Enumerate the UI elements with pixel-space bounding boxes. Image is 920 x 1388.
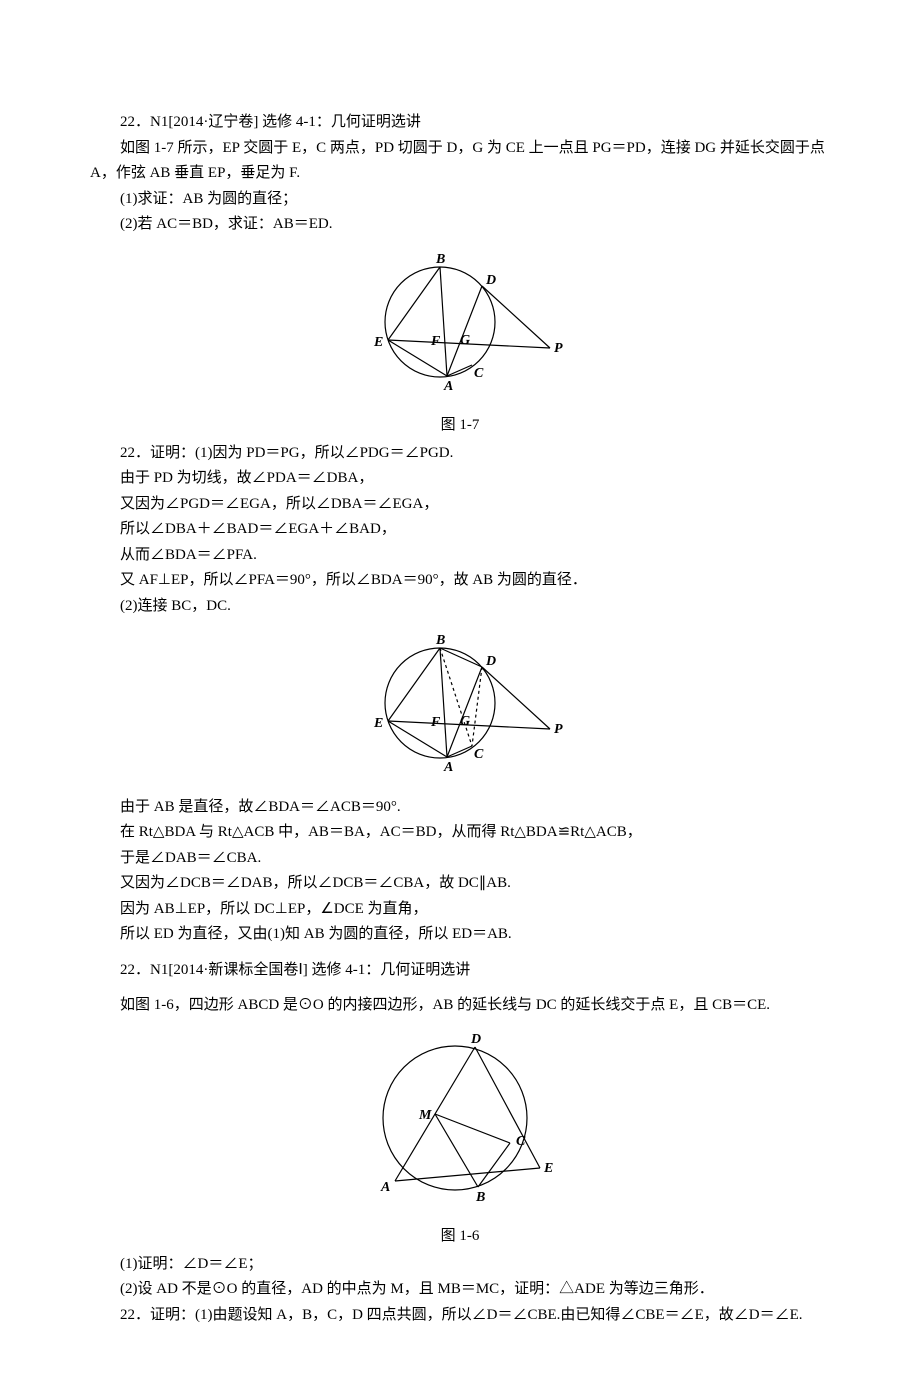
problem2-q2: (2)设 AD 不是⊙O 的直径，AD 的中点为 M，且 MB＝MC，证明：△A…	[90, 1277, 830, 1303]
figure-1-7b: B D P E C A F G	[90, 623, 830, 793]
proof1-line2: 又因为∠PGD＝∠EGA，所以∠DBA＝∠EGA，	[90, 492, 830, 518]
proof1-line9: 于是∠DAB＝∠CBA.	[90, 846, 830, 872]
figure-1-7: B D P E C A F G	[90, 242, 830, 412]
proof1-line8: 在 Rt△BDA 与 Rt△ACB 中，AB＝BA，AC＝BD，从而得 Rt△B…	[90, 820, 830, 846]
problem1-statement: 如图 1-7 所示，EP 交圆于 E，C 两点，PD 切圆于 D，G 为 CE …	[90, 136, 830, 187]
proof1-line1: 由于 PD 为切线，故∠PDA＝∠DBA，	[90, 466, 830, 492]
svg-text:M: M	[418, 1108, 432, 1123]
svg-text:P: P	[554, 341, 563, 356]
svg-text:D: D	[485, 654, 496, 669]
svg-text:C: C	[474, 747, 484, 762]
proof1-line7: 由于 AB 是直径，故∠BDA＝∠ACB＝90°.	[90, 795, 830, 821]
svg-text:C: C	[474, 366, 484, 381]
proof1-line10: 又因为∠DCB＝∠DAB，所以∠DCB＝∠CBA，故 DC∥AB.	[90, 871, 830, 897]
figure-1-6: D M C E B A	[90, 1023, 830, 1223]
problem1-header: 22．N1[2014·辽宁卷] 选修 4-1：几何证明选讲	[90, 110, 830, 136]
svg-text:F: F	[430, 715, 441, 730]
svg-text:D: D	[485, 273, 496, 288]
problem2-statement: 如图 1-6，四边形 ABCD 是⊙O 的内接四边形，AB 的延长线与 DC 的…	[90, 993, 830, 1019]
proof1-line4: 从而∠BDA＝∠PFA.	[90, 543, 830, 569]
svg-text:E: E	[543, 1161, 553, 1176]
problem2-proof: 22．证明：(1)由题设知 A，B，C，D 四点共圆，所以∠D＝∠CBE.由已知…	[90, 1303, 830, 1329]
proof1-line3: 所以∠DBA＋∠BAD＝∠EGA＋∠BAD，	[90, 517, 830, 543]
figure-1-6-label: 图 1-6	[90, 1224, 830, 1250]
svg-text:E: E	[373, 716, 383, 731]
svg-text:G: G	[460, 333, 470, 348]
proof1-line6: (2)连接 BC，DC.	[90, 594, 830, 620]
problem2-q1: (1)证明：∠D＝∠E；	[90, 1252, 830, 1278]
svg-text:P: P	[554, 722, 563, 737]
problem2-header: 22．N1[2014·新课标全国卷Ⅰ] 选修 4-1：几何证明选讲	[90, 958, 830, 984]
svg-text:C: C	[516, 1134, 526, 1149]
svg-text:D: D	[470, 1032, 481, 1047]
svg-text:A: A	[380, 1180, 390, 1195]
svg-text:G: G	[460, 714, 470, 729]
svg-text:F: F	[430, 334, 441, 349]
svg-text:A: A	[443, 760, 453, 775]
svg-text:A: A	[443, 379, 453, 394]
figure-1-7-label: 图 1-7	[90, 413, 830, 439]
proof1-line0: 22．证明：(1)因为 PD＝PG，所以∠PDG＝∠PGD.	[90, 441, 830, 467]
svg-text:B: B	[435, 252, 445, 267]
proof1-line5: 又 AF⊥EP，所以∠PFA＝90°，所以∠BDA＝90°，故 AB 为圆的直径…	[90, 568, 830, 594]
problem1-q2: (2)若 AC＝BD，求证：AB＝ED.	[90, 212, 830, 238]
svg-text:B: B	[475, 1190, 485, 1205]
proof1-line11: 因为 AB⊥EP，所以 DC⊥EP，∠DCE 为直角，	[90, 897, 830, 923]
proof1-line12: 所以 ED 为直径，又由(1)知 AB 为圆的直径，所以 ED＝AB.	[90, 922, 830, 948]
svg-text:E: E	[373, 335, 383, 350]
svg-text:B: B	[435, 633, 445, 648]
problem1-q1: (1)求证：AB 为圆的直径；	[90, 187, 830, 213]
